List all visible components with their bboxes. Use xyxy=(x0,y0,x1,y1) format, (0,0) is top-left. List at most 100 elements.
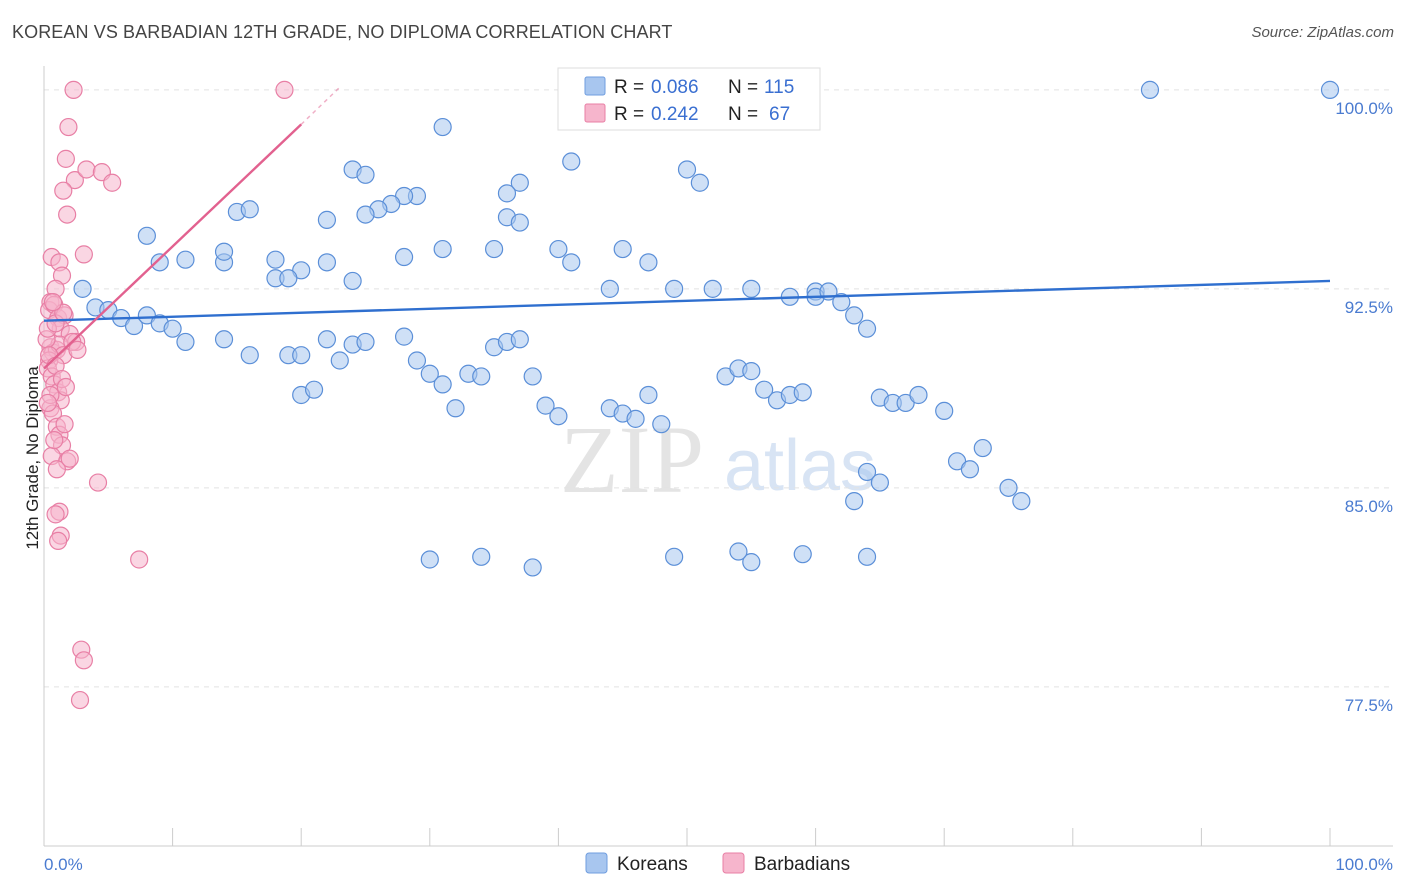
series-barbadians xyxy=(37,80,294,710)
trend-line-barbadians-extension xyxy=(300,86,341,125)
point-barbadian xyxy=(64,80,83,99)
point-korean xyxy=(356,205,375,224)
trend-lines xyxy=(43,86,1331,370)
point-korean xyxy=(433,239,452,259)
point-korean xyxy=(690,173,709,192)
point-korean xyxy=(703,279,722,298)
point-korean xyxy=(356,165,375,184)
point-barbadian xyxy=(130,550,149,569)
point-korean xyxy=(562,253,581,272)
point-korean xyxy=(510,330,529,349)
point-korean xyxy=(613,239,632,259)
point-korean xyxy=(292,346,311,365)
point-korean xyxy=(343,271,362,291)
point-korean xyxy=(536,396,555,415)
point-korean xyxy=(626,409,645,428)
chart-title: KOREAN VS BARBADIAN 12TH GRADE, NO DIPLO… xyxy=(12,22,673,42)
point-korean xyxy=(562,152,581,171)
point-barbadian xyxy=(88,473,108,492)
axes xyxy=(43,66,1393,847)
point-korean xyxy=(150,253,169,272)
point-korean xyxy=(356,332,375,352)
point-korean xyxy=(73,279,92,298)
point-korean xyxy=(240,346,259,365)
point-barbadian xyxy=(275,80,294,99)
point-barbadian xyxy=(103,173,122,192)
point-barbadian xyxy=(65,170,84,190)
point-barbadian xyxy=(54,181,73,200)
point-barbadian xyxy=(46,505,65,524)
point-korean xyxy=(549,239,568,259)
legend-r-barbadians: 0.242 xyxy=(651,104,699,125)
bottom-legend-label-barbadians: Barbadians xyxy=(754,854,850,875)
point-barbadian xyxy=(49,531,68,551)
legend-n-label-barbadians: N = xyxy=(728,104,758,125)
bottom-legend-label-koreans: Koreans xyxy=(617,854,688,875)
point-korean xyxy=(523,558,542,577)
point-korean xyxy=(960,460,980,479)
point-barbadian xyxy=(59,117,78,137)
point-korean xyxy=(330,351,349,370)
point-korean xyxy=(176,332,195,352)
y-tick-label: 77.5% xyxy=(1345,696,1393,715)
series-koreans xyxy=(73,80,1340,577)
point-korean xyxy=(137,226,156,245)
point-korean xyxy=(742,279,761,298)
point-korean xyxy=(317,210,337,229)
point-korean xyxy=(240,200,259,219)
point-korean xyxy=(497,184,517,203)
legend-r-koreans: 0.086 xyxy=(651,77,699,98)
point-korean xyxy=(407,351,427,370)
point-korean xyxy=(665,547,684,566)
chart-source: Source: ZipAtlas.com xyxy=(1251,24,1394,41)
point-barbadian xyxy=(55,415,74,434)
point-korean xyxy=(1012,492,1031,511)
point-korean xyxy=(652,415,671,434)
point-korean xyxy=(163,319,182,338)
point-korean xyxy=(832,293,851,312)
point-korean xyxy=(793,545,812,564)
point-korean xyxy=(845,492,864,511)
point-korean xyxy=(472,367,491,386)
point-korean xyxy=(639,385,658,405)
point-korean xyxy=(485,239,504,259)
point-barbadian xyxy=(56,377,75,397)
point-korean xyxy=(973,438,992,458)
point-korean xyxy=(1140,80,1160,99)
point-korean xyxy=(304,380,324,399)
point-korean xyxy=(600,279,619,298)
point-korean xyxy=(857,547,877,566)
y-axis-label: 12th Grade, No Diploma xyxy=(23,366,42,550)
point-korean xyxy=(909,385,928,405)
point-barbadian xyxy=(74,651,93,670)
point-korean xyxy=(549,407,568,426)
point-korean xyxy=(729,542,748,561)
bottom-legend-swatch-koreans xyxy=(585,852,608,874)
point-barbadian xyxy=(58,205,77,224)
point-korean xyxy=(420,550,439,569)
point-korean xyxy=(510,213,529,232)
point-barbadian xyxy=(70,690,90,710)
legend-swatch-koreans xyxy=(584,76,606,96)
point-korean xyxy=(420,364,439,383)
point-barbadian xyxy=(47,460,66,479)
watermark-atlas: atlas xyxy=(724,426,876,506)
point-korean xyxy=(214,330,234,349)
bottom-legend-swatch-barbadians xyxy=(722,852,745,874)
point-korean xyxy=(214,242,234,261)
trend-line-barbadians xyxy=(43,123,303,370)
point-korean xyxy=(394,247,414,267)
point-korean xyxy=(433,117,452,137)
point-korean xyxy=(999,478,1018,497)
legend-box: R = 0.086 N = 115 R = 0.242 N = 67 xyxy=(557,67,821,131)
point-korean xyxy=(665,279,684,298)
point-korean xyxy=(446,399,465,418)
trend-line-koreans xyxy=(43,279,1331,322)
y-tick-label: 92.5% xyxy=(1345,298,1393,317)
legend-r-label-barbadians: R = xyxy=(614,104,644,125)
legend-r-label-koreans: R = xyxy=(614,77,644,98)
point-korean xyxy=(394,327,414,346)
point-barbadian xyxy=(45,430,64,450)
point-barbadian xyxy=(68,340,87,359)
point-korean xyxy=(935,401,954,421)
